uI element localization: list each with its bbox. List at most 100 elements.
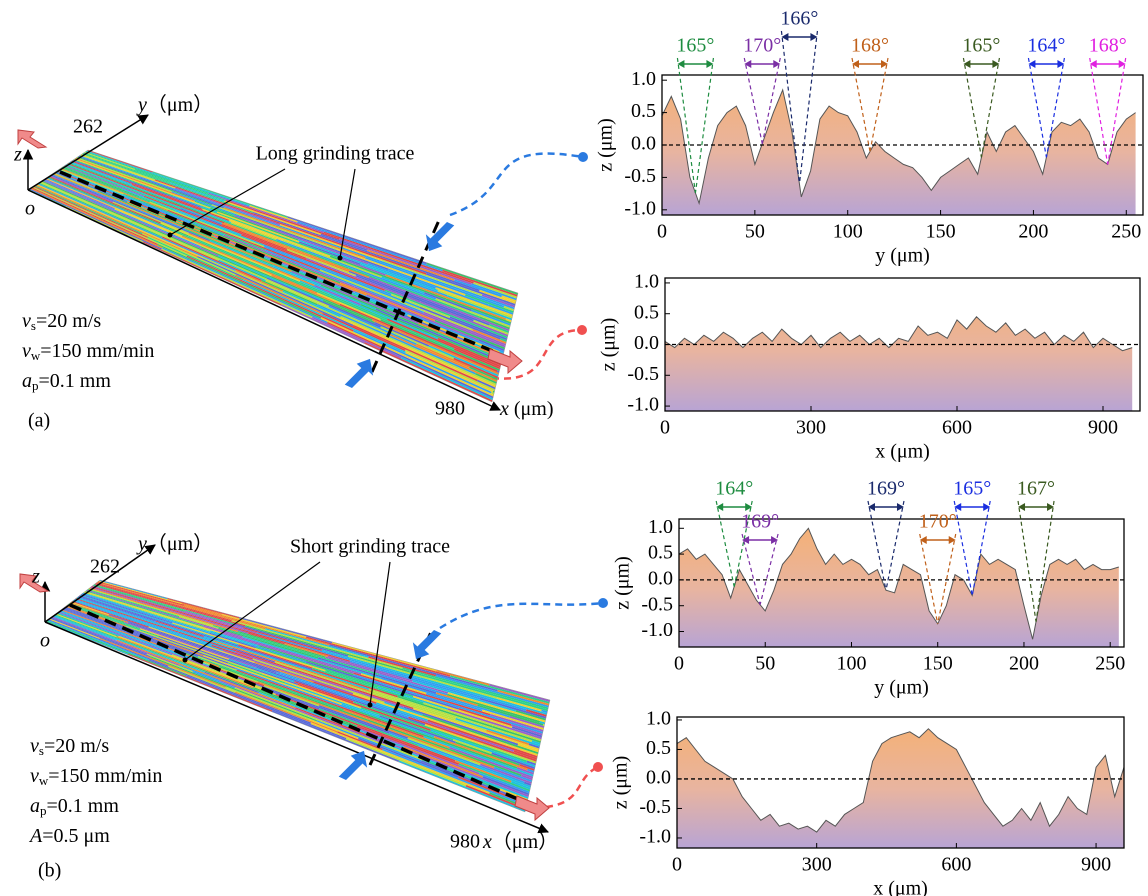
surface-stripe xyxy=(347,655,498,700)
surface-stripe xyxy=(218,666,309,700)
surface-stripe xyxy=(82,592,252,646)
surface-stripe xyxy=(350,708,518,769)
profile-line xyxy=(664,316,1133,352)
x-tick-label: 150 xyxy=(923,653,953,675)
surface-stripe xyxy=(143,195,307,260)
surface-stripe xyxy=(306,257,421,303)
surface-stripe xyxy=(139,628,230,660)
plot-frame xyxy=(676,716,1125,849)
angle-annotation: 164° xyxy=(1027,35,1065,158)
angle-label: 168° xyxy=(851,35,889,57)
surface-stripe xyxy=(420,677,548,715)
surface-stripe xyxy=(284,682,380,717)
surface-stripe xyxy=(472,328,507,344)
surface-stripe xyxy=(385,274,507,321)
surface-stripe xyxy=(85,151,210,194)
surface-stripe xyxy=(63,166,123,190)
surface-stripe xyxy=(378,715,456,744)
surface-stripe xyxy=(398,760,526,812)
surface-stripe xyxy=(340,315,497,386)
surface-stripe xyxy=(299,280,439,340)
surface-stripe xyxy=(384,289,508,339)
surface-stripe xyxy=(152,637,204,657)
y-tick-label: 0.0 xyxy=(634,332,659,354)
surface-stripe xyxy=(51,174,186,230)
y-tick-label: 0.0 xyxy=(646,767,671,789)
surface-stripe xyxy=(242,627,323,651)
param-sub: s xyxy=(31,318,36,333)
x-tick-label: 100 xyxy=(833,221,863,243)
panel-label: (a) xyxy=(28,410,50,432)
angle-leg xyxy=(741,533,761,605)
surface-stripe xyxy=(327,655,413,682)
surface-stripe xyxy=(52,173,122,203)
surface-stripe xyxy=(447,717,487,732)
surface-stripe xyxy=(162,648,219,670)
surface-stripe xyxy=(213,235,356,293)
surface-stripe xyxy=(232,626,351,662)
surface-stripe xyxy=(46,619,150,661)
surface-stripe xyxy=(97,190,243,251)
y-tick-label: -1.0 xyxy=(641,619,673,641)
surface-stripe xyxy=(496,370,500,373)
surface-stripe xyxy=(265,279,388,335)
surface-stripe xyxy=(279,671,421,721)
surface-stripe xyxy=(271,690,320,710)
leader-dot xyxy=(182,657,188,663)
surface-stripe xyxy=(412,680,516,712)
surface-stripe xyxy=(234,623,349,657)
surface-stripe xyxy=(489,713,544,732)
surface-stripe xyxy=(70,601,110,616)
surface-stripe xyxy=(200,246,373,321)
surface-stripe xyxy=(66,164,223,224)
surface-stripe xyxy=(218,259,266,282)
surface-stripe xyxy=(161,248,313,319)
trace-line xyxy=(69,603,521,802)
surface-stripe xyxy=(404,349,496,392)
surface-stripe xyxy=(465,784,526,811)
param-sub: w xyxy=(39,773,49,788)
surface-stripe xyxy=(121,188,242,236)
surface-stripe xyxy=(509,715,545,728)
param-rest: =0.1 mm xyxy=(39,370,112,392)
surface-stripe xyxy=(162,628,213,646)
surface-stripe xyxy=(203,655,253,674)
surface-stripe xyxy=(257,681,373,725)
surface-stripe xyxy=(329,296,455,350)
x-tick-label: 150 xyxy=(926,221,956,243)
surface-stripe xyxy=(371,690,456,720)
surface-stripe xyxy=(539,720,545,725)
surface-stripe xyxy=(73,159,174,197)
surface-stripe xyxy=(59,168,124,195)
surface-stripe xyxy=(481,713,543,734)
angle-annotation: 167° xyxy=(1017,478,1055,622)
surface-stripe xyxy=(331,641,437,672)
surface-stripe xyxy=(45,621,129,655)
surface-stripe xyxy=(190,190,254,214)
surface-stripe xyxy=(70,161,133,185)
x-tick-label: 900 xyxy=(1088,417,1118,439)
surface-stripe xyxy=(73,599,164,630)
surface-stripe xyxy=(449,746,533,779)
surface-stripe xyxy=(38,182,163,238)
surface-stripe xyxy=(88,588,214,626)
surface-stripe xyxy=(354,291,450,331)
surface-stripe xyxy=(527,768,535,773)
surface-stripe xyxy=(254,661,314,683)
surface-stripe xyxy=(464,294,514,313)
surface-stripe xyxy=(249,205,298,223)
surface-stripe xyxy=(339,282,436,322)
surface-stripe xyxy=(409,670,548,712)
blue-arrow xyxy=(338,750,368,780)
surface-stripe xyxy=(409,357,494,397)
surface-stripe xyxy=(87,589,180,618)
angle-leg xyxy=(962,57,983,158)
surface-stripe xyxy=(40,181,172,239)
surface-stripe xyxy=(200,207,343,260)
angle-label: 165° xyxy=(676,35,714,57)
angle-leg xyxy=(1107,57,1127,165)
surface-stripe xyxy=(96,582,266,630)
surface-stripe xyxy=(366,294,479,341)
surface-stripe xyxy=(516,766,534,775)
surface-stripe xyxy=(209,207,299,241)
